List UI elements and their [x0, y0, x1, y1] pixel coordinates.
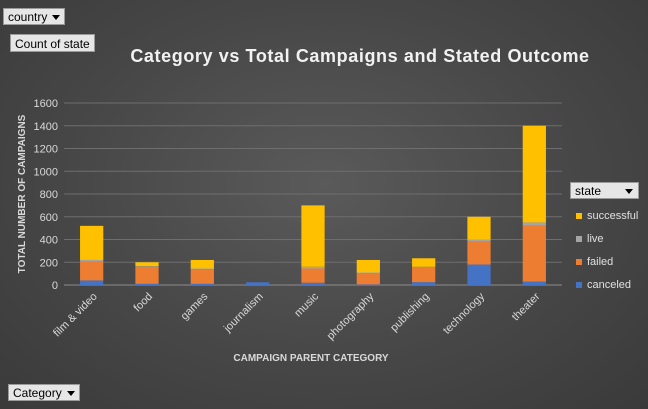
y-tick-label: 1600: [34, 98, 58, 110]
y-tick-label: 0: [52, 280, 58, 292]
bar-segment-successful: [190, 259, 214, 269]
y-tick-label: 800: [40, 189, 58, 201]
bar-segment-live: [522, 222, 546, 226]
legend-label: live: [587, 232, 604, 245]
bar-segment-failed: [467, 241, 491, 265]
legend-item-successful: successful: [576, 204, 638, 227]
bar-segment-successful: [301, 205, 325, 267]
bar-segment-canceled: [246, 282, 270, 285]
values-field-button[interactable]: Count of state: [10, 34, 95, 52]
chart-legend: successful live failed canceled: [576, 204, 638, 296]
legend-label: failed: [587, 255, 614, 268]
bar-segment-successful: [412, 258, 436, 267]
legend-item-live: live: [576, 227, 638, 250]
bar-segment-live: [412, 266, 436, 268]
dropdown-arrow-icon[interactable]: [625, 189, 633, 194]
legend-swatch: [576, 212, 582, 219]
bar-segment-canceled: [467, 264, 491, 285]
category-filter-label: Category: [13, 386, 62, 400]
dropdown-arrow-icon[interactable]: [66, 391, 75, 397]
y-tick-label: 1000: [34, 166, 58, 178]
bar-segment-successful: [467, 216, 491, 240]
legend-label: successful: [587, 209, 639, 222]
legend-swatch: [576, 235, 582, 242]
x-tick-label: publishing: [388, 291, 432, 335]
category-filter-button[interactable]: Category: [8, 384, 80, 401]
bar-segment-failed: [356, 273, 380, 285]
x-tick-label: photography: [325, 290, 377, 342]
bar-segment-canceled: [412, 282, 436, 285]
y-tick-label: 1200: [34, 144, 58, 156]
y-axis-title: TOTAL NUMBER OF CAMPAIGNS: [17, 114, 28, 273]
x-tick-label: food: [131, 291, 155, 315]
bar-segment-canceled: [190, 283, 214, 285]
values-field-label: Count of state: [15, 37, 90, 51]
bar-segment-failed: [190, 269, 214, 284]
x-tick-label: games: [179, 290, 211, 322]
bar-segment-failed: [412, 267, 436, 283]
country-filter-button[interactable]: country: [3, 8, 66, 25]
bar-segment-canceled: [135, 283, 159, 285]
bar-segment-successful: [356, 259, 380, 273]
bar-segment-successful: [135, 262, 159, 267]
y-tick-label: 1400: [34, 121, 58, 133]
bar-segment-failed: [80, 261, 104, 281]
bar-segment-live: [190, 268, 214, 270]
bar-segment-canceled: [522, 281, 546, 285]
state-filter-button[interactable]: state: [570, 182, 639, 199]
bar-segment-failed: [135, 266, 159, 284]
y-tick-label: 600: [40, 212, 58, 224]
bar-segment-live: [80, 259, 104, 262]
bar-segment-successful: [522, 125, 546, 223]
bar-segment-failed: [301, 268, 325, 283]
legend-label: canceled: [587, 278, 632, 291]
x-tick-label: technology: [441, 290, 487, 336]
bar-segment-live: [356, 272, 380, 274]
bar-segment-canceled: [356, 284, 380, 285]
bar-segment-canceled: [80, 280, 104, 285]
state-filter-label: state: [575, 184, 602, 198]
bar-segment-live: [135, 266, 159, 267]
x-tick-label: film & video: [51, 291, 100, 340]
legend-item-failed: failed: [576, 250, 638, 273]
bar-segment-live: [467, 239, 491, 242]
bar-segment-successful: [80, 225, 104, 260]
x-tick-label: journalism: [221, 291, 266, 336]
legend-swatch: [576, 258, 582, 265]
legend-swatch: [576, 281, 582, 288]
legend-item-canceled: canceled: [576, 273, 638, 296]
x-axis-title: CAMPAIGN PARENT CATEGORY: [233, 353, 389, 364]
country-filter-label: country: [8, 10, 48, 24]
x-tick-label: theater: [510, 290, 543, 323]
chart-title: Category vs Total Campaigns and Stated O…: [130, 46, 590, 66]
bar-segment-canceled: [301, 282, 325, 285]
dropdown-arrow-icon[interactable]: [52, 15, 61, 21]
bar-segment-failed: [522, 225, 546, 282]
x-tick-label: music: [292, 290, 321, 319]
y-tick-label: 200: [40, 257, 58, 269]
bar-segment-live: [301, 266, 325, 269]
y-tick-label: 400: [40, 235, 58, 247]
